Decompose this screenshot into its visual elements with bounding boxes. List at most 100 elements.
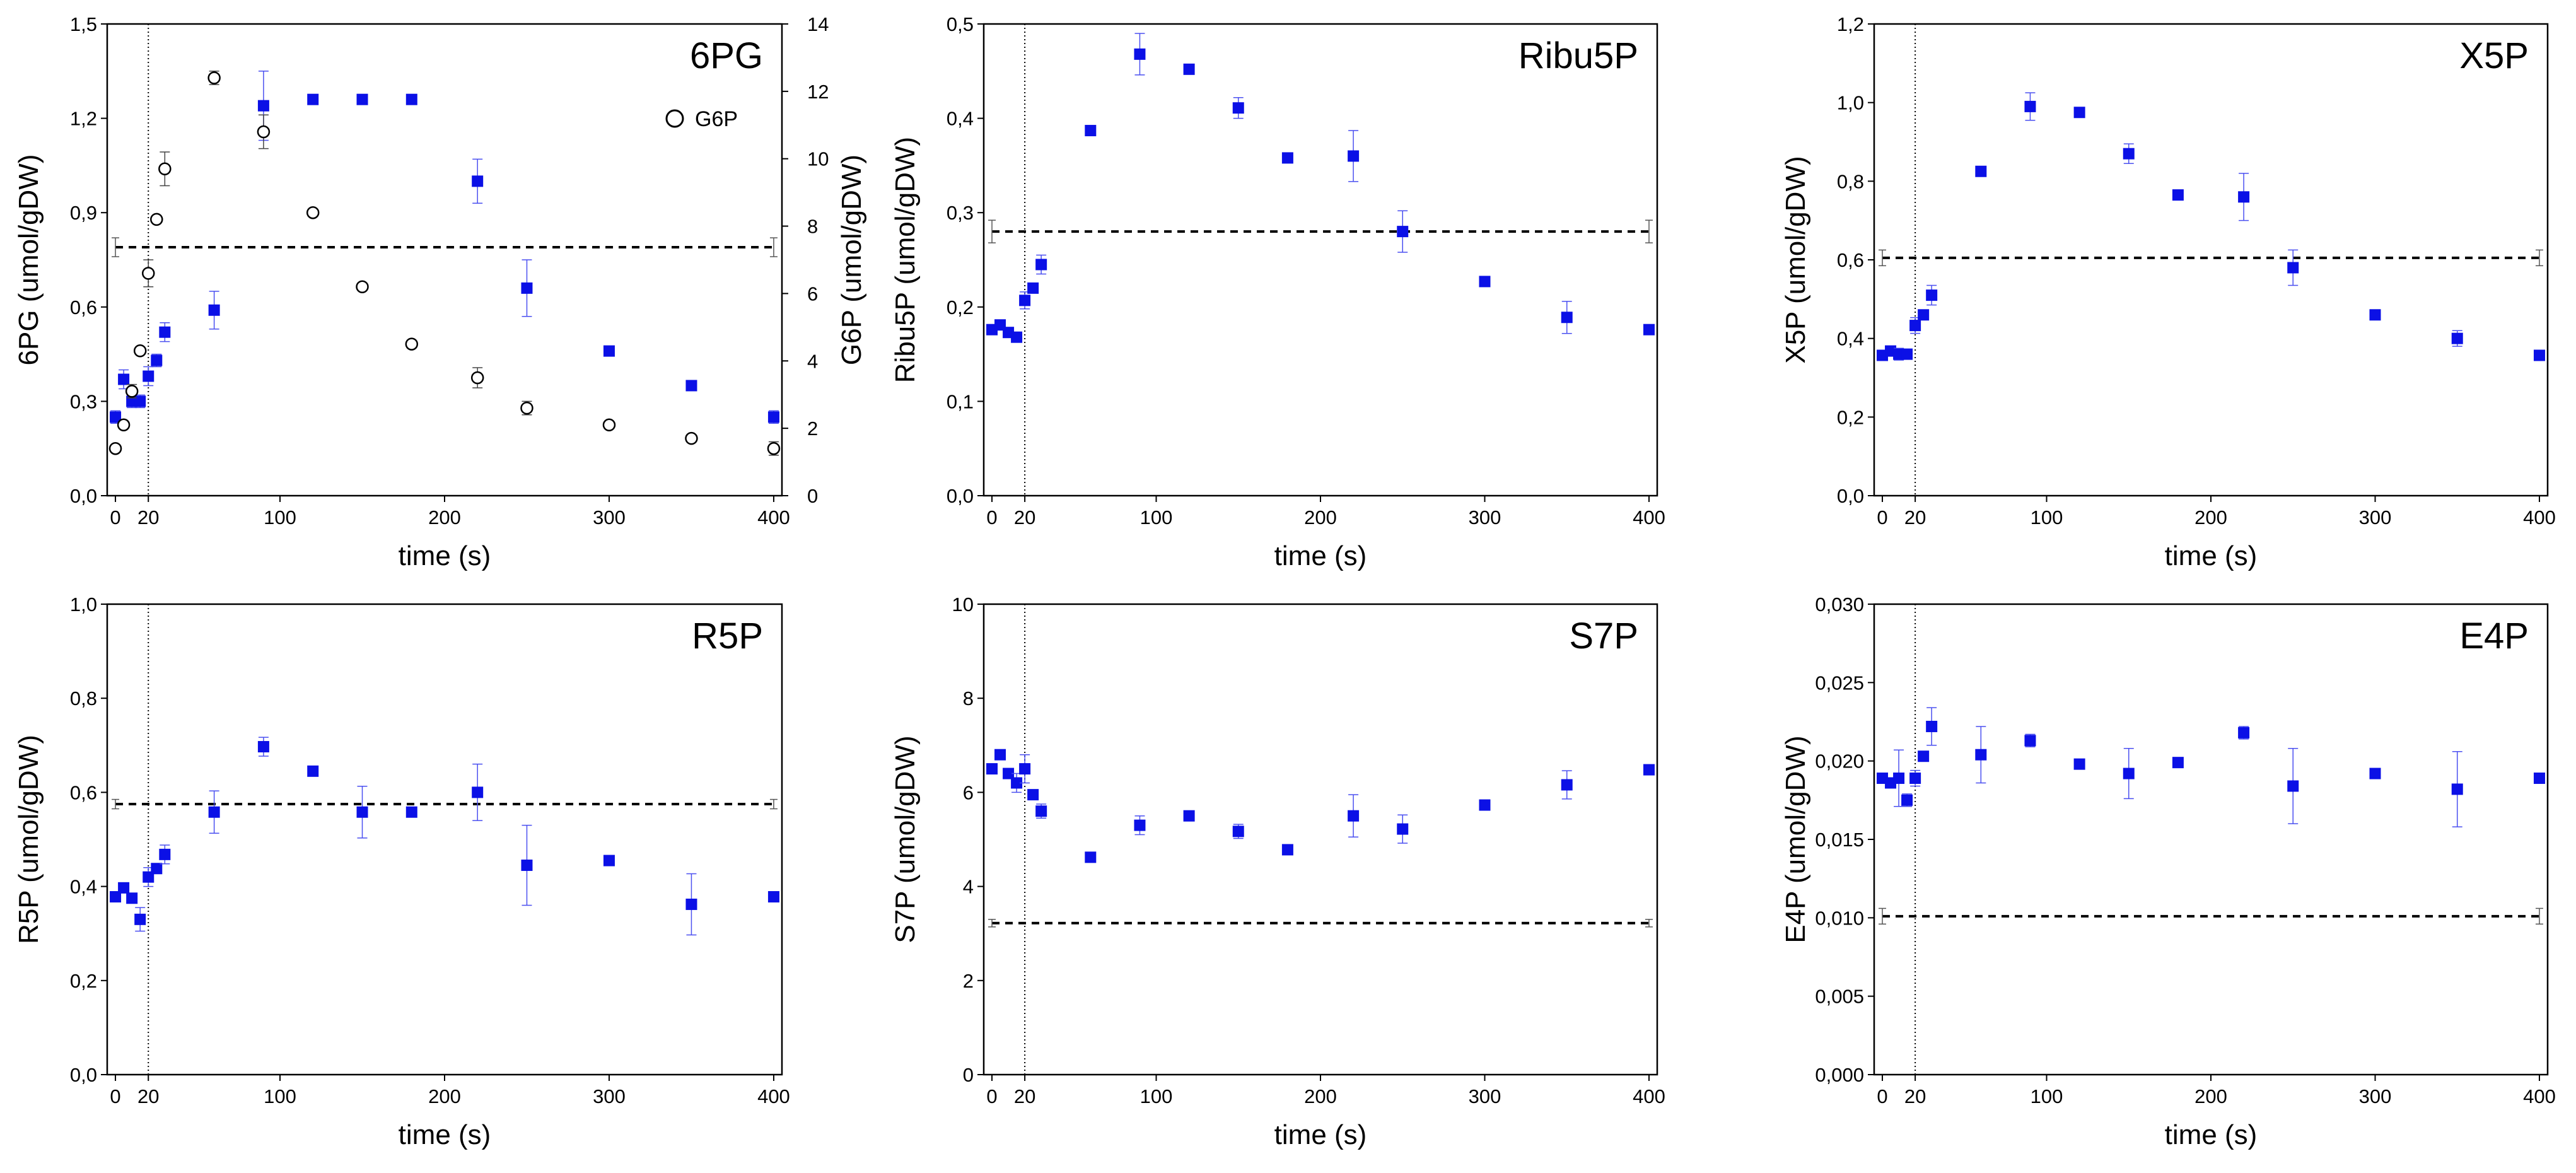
- x-tick-label: 20: [1904, 506, 1926, 528]
- x-tick-label: 300: [593, 1085, 626, 1107]
- x-tick-label: 300: [2359, 1085, 2392, 1107]
- panel-title: 6PG: [690, 35, 763, 76]
- plot-frame: [982, 23, 1658, 497]
- y-tick-label: 1,2: [70, 108, 97, 130]
- x-tick-label: 20: [1014, 1085, 1035, 1107]
- data-point: [1918, 309, 1930, 321]
- data-point: [1232, 826, 1244, 837]
- x-tick-label: 20: [1904, 1085, 1926, 1107]
- data-point: [1901, 348, 1913, 360]
- data-point: [2024, 735, 2036, 747]
- y-tick-label: 0,9: [70, 202, 97, 224]
- y-tick-label: 6: [963, 781, 974, 803]
- y-tick-label: 0,6: [1837, 249, 1864, 271]
- x-tick-label: 0: [986, 506, 997, 528]
- data-point: [2123, 148, 2135, 160]
- y-tick-label: 0,2: [70, 970, 97, 992]
- x-axis-label: time (s): [2165, 540, 2258, 571]
- y-tick-label: 0,0: [70, 1064, 97, 1086]
- data-point: [603, 855, 615, 867]
- plot-frame: [106, 23, 783, 497]
- data-point: [1348, 810, 1360, 822]
- x-tick-label: 400: [2523, 506, 2556, 528]
- y2-tick-label: 4: [807, 350, 818, 372]
- x-tick-label: 400: [757, 1085, 790, 1107]
- data-point: [134, 395, 146, 407]
- data-point: [257, 100, 269, 112]
- data-point-g6p: [125, 385, 139, 398]
- data-point-g6p: [150, 213, 163, 226]
- x-tick-label: 20: [137, 506, 159, 528]
- x-tick-label: 300: [2359, 506, 2392, 528]
- x-tick-label: 100: [1140, 1085, 1173, 1107]
- y-tick-label: 0,4: [70, 876, 97, 898]
- y-axis-label: E4P (umol/gDW): [1780, 735, 1811, 943]
- y2-tick-label: 2: [807, 417, 818, 440]
- y2-tick-label: 14: [807, 13, 829, 35]
- data-point: [1348, 150, 1360, 162]
- data-point: [1134, 819, 1146, 831]
- y-tick-label: 0,0: [1837, 485, 1864, 507]
- data-point: [2073, 758, 2085, 770]
- data-point-g6p: [117, 418, 131, 432]
- data-point: [1019, 295, 1031, 306]
- y-tick-label: 0,030: [1815, 593, 1864, 616]
- data-point: [2073, 107, 2085, 119]
- y-tick-label: 0,5: [947, 13, 974, 35]
- data-point: [1183, 63, 1195, 75]
- data-point: [994, 749, 1006, 761]
- y-tick-label: 1,5: [70, 13, 97, 35]
- data-point: [2123, 767, 2135, 779]
- x-tick-label: 200: [2194, 1085, 2227, 1107]
- x-axis-label: time (s): [2165, 1119, 2258, 1150]
- data-point: [1643, 764, 1655, 776]
- data-point: [1561, 779, 1573, 791]
- y-tick-label: 8: [963, 687, 974, 709]
- data-point: [1975, 165, 1987, 177]
- x-tick-label: 100: [264, 506, 296, 528]
- plot-frame: [1873, 23, 2549, 497]
- y-tick-label: 0,4: [1837, 328, 1864, 350]
- data-point-g6p: [207, 71, 221, 85]
- y-tick-label: 1,0: [1837, 92, 1864, 114]
- chart-panel-4: 0 20 100 200 300 400 0,0 0,2 0,4 0,6 0,8 1,0 time (s…: [13, 593, 790, 1150]
- data-point-g6p: [356, 280, 369, 293]
- y-tick-label: 1,0: [70, 593, 97, 616]
- data-point: [405, 806, 417, 818]
- y-tick-label: 0,015: [1815, 829, 1864, 851]
- data-point: [2287, 262, 2299, 274]
- panel-title: R5P: [692, 616, 763, 657]
- x-tick-label: 200: [1304, 506, 1337, 528]
- data-point: [1019, 763, 1031, 775]
- chart-panel-1: 0 20 100 200 300 400 0,0 0,3 0,6 0,9 1,2 1,5 0 2 4 6 8 10…: [13, 13, 867, 571]
- data-point: [1397, 226, 1409, 238]
- x-tick-label: 0: [1877, 1085, 1887, 1107]
- panel-title: S7P: [1569, 616, 1638, 657]
- y2-tick-label: 12: [807, 81, 829, 103]
- data-point: [307, 765, 319, 777]
- data-point: [2451, 332, 2463, 344]
- x-tick-label: 300: [1469, 1085, 1501, 1107]
- x-tick-label: 100: [2031, 1085, 2063, 1107]
- data-point: [767, 411, 779, 423]
- data-point: [1281, 152, 1293, 164]
- data-point: [1479, 799, 1491, 811]
- data-point-g6p: [767, 441, 781, 455]
- x-axis-label: time (s): [1274, 540, 1367, 571]
- x-tick-label: 100: [2031, 506, 2063, 528]
- data-point: [2172, 757, 2184, 769]
- y-tick-label: 0,4: [947, 108, 974, 130]
- panel-title: Ribu5P: [1518, 35, 1638, 76]
- x-tick-label: 400: [1633, 1085, 1665, 1107]
- data-point: [472, 175, 484, 187]
- data-point: [1003, 767, 1015, 779]
- y-tick-label: 0,025: [1815, 672, 1864, 694]
- x-tick-label: 20: [137, 1085, 159, 1107]
- data-point: [1397, 823, 1409, 835]
- data-point: [472, 786, 484, 798]
- y-tick-label: 2: [963, 970, 974, 992]
- x-axis-label: time (s): [399, 540, 491, 571]
- data-point: [110, 411, 122, 423]
- x-tick-label: 200: [428, 506, 461, 528]
- data-point: [986, 763, 998, 775]
